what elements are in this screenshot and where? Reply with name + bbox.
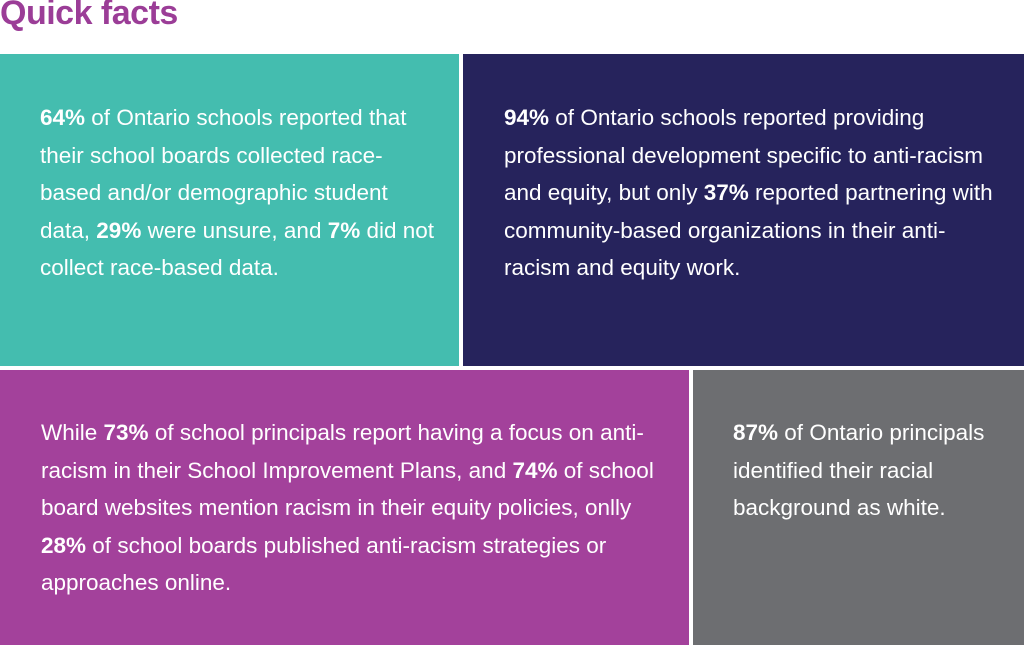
fact-text: 64% of Ontario schools reported that the… <box>40 105 435 281</box>
stat-percent: 64% <box>40 105 86 130</box>
stat-percent: 87% <box>733 420 779 445</box>
fact-text: While 73% of school principals report ha… <box>41 420 654 596</box>
page-title: Quick facts <box>0 0 178 32</box>
stat-percent: 73% <box>103 420 149 445</box>
fact-text: 87% of Ontario principals identified the… <box>733 420 985 521</box>
fact-card-principal-background: 87% of Ontario principals identified the… <box>693 370 1024 645</box>
fact-card-school-data: 64% of Ontario schools reported that the… <box>0 54 459 366</box>
fact-text: 94% of Ontario schools reported providin… <box>504 105 993 281</box>
stat-percent: 28% <box>41 532 87 558</box>
stat-percent: 7% <box>327 217 361 243</box>
stat-percent: 37% <box>703 180 749 206</box>
fact-card-professional-development: 94% of Ontario schools reported providin… <box>463 54 1024 366</box>
stat-percent: 29% <box>96 217 142 243</box>
stat-percent: 94% <box>504 105 550 130</box>
stat-percent: 74% <box>512 457 558 483</box>
fact-card-anti-racism-plans: While 73% of school principals report ha… <box>0 370 689 645</box>
